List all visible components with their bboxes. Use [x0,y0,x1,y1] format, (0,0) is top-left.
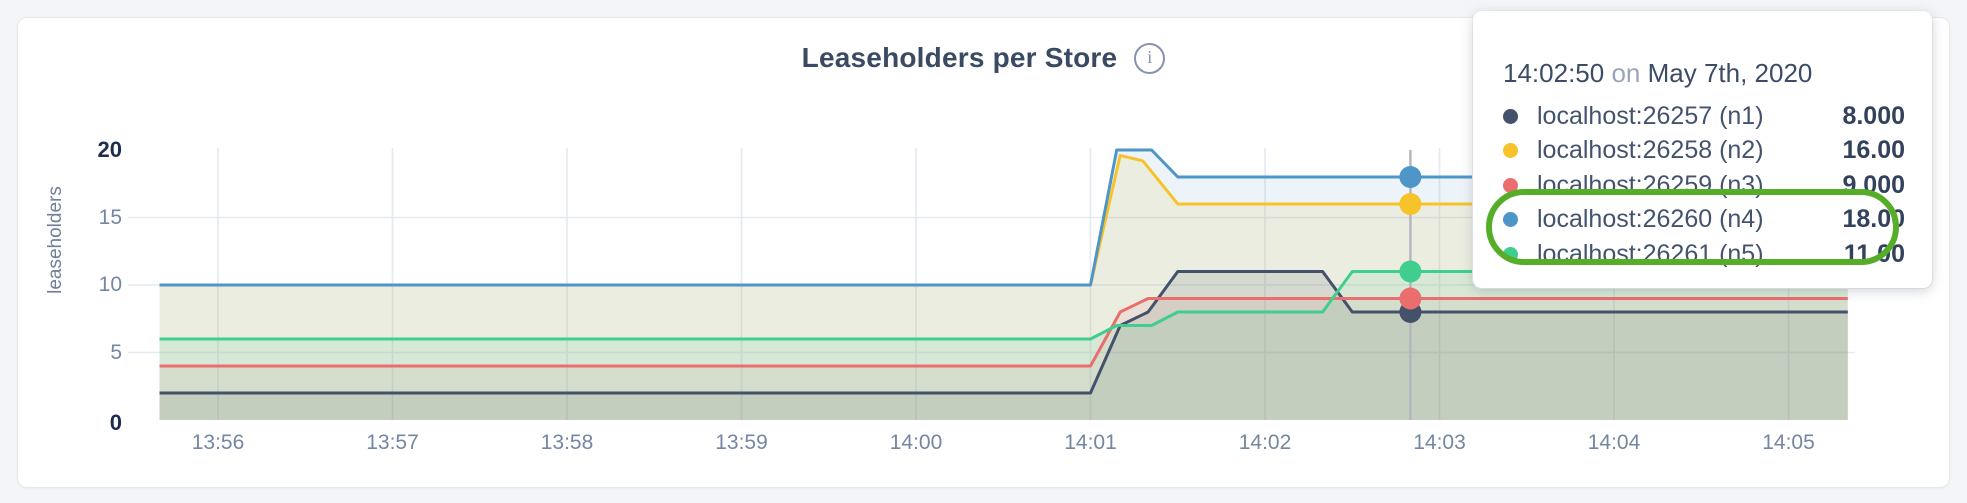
tooltip-timestamp: 14:02:50 on May 7th, 2020 [1503,58,1812,89]
x-axis-tick-label: 14:00 [889,431,943,454]
series-line [159,270,1848,395]
y-axis-tick-label: 0 [109,410,122,435]
x-axis-tick-label: 13:58 [540,431,594,454]
tooltip-row: localhost:26257 (n1) 8.000 [1503,99,1905,134]
tooltip-row-label: localhost:26257 (n1) [1537,101,1764,130]
hover-point[interactable] [1399,193,1422,215]
tooltip-row-label: localhost:26258 (n2) [1537,136,1764,165]
tooltip-row-value: 8.000 [1842,101,1905,130]
x-axis-tick-label: 13:59 [715,431,768,454]
series-area [159,271,1848,420]
tooltip-row-value: 16.00 [1842,136,1905,165]
tooltip-time: 14:02:50 [1503,58,1605,88]
x-axis-tick-label: 13:56 [191,431,245,454]
series-line [159,297,1848,368]
y-axis-tick-label: 10 [98,273,122,296]
x-axis-tick-label: 14:01 [1064,431,1117,454]
hover-point[interactable] [1399,287,1422,310]
series-area [159,155,1848,420]
hover-point[interactable] [1399,260,1422,283]
y-axis-tick-label: 20 [97,137,122,162]
series-color-dot-icon [1503,177,1518,193]
hover-point[interactable] [1399,166,1422,188]
y-axis-tick-label: 15 [98,205,122,229]
series-area [159,271,1848,420]
x-axis-tick-label: 14:04 [1587,431,1641,454]
x-axis-tick-label: 14:03 [1413,431,1466,454]
series-line [159,270,1848,341]
x-axis-tick-label: 13:57 [366,431,419,454]
x-axis-tick-label: 14:05 [1762,431,1815,454]
series-color-dot-icon [1503,143,1518,159]
info-icon[interactable]: i [1134,42,1166,74]
tooltip-date: May 7th, 2020 [1647,58,1813,88]
chart-header: Leaseholders per Store i [0,42,1967,74]
highlight-annotation-ellipse [1486,189,1899,265]
tooltip-on-word: on [1611,58,1641,88]
x-axis-tick-label: 14:02 [1238,431,1292,454]
tooltip-row-label: localhost:26260 (n4) [1537,205,1764,234]
series-area [159,298,1848,420]
series-color-dot-icon [1503,108,1518,124]
series-line [159,148,1848,287]
chart-title: Leaseholders per Store [801,42,1118,73]
tooltip-row: localhost:26258 (n2) 16.00 [1503,134,1905,169]
y-axis-tick-label: 5 [110,340,122,364]
